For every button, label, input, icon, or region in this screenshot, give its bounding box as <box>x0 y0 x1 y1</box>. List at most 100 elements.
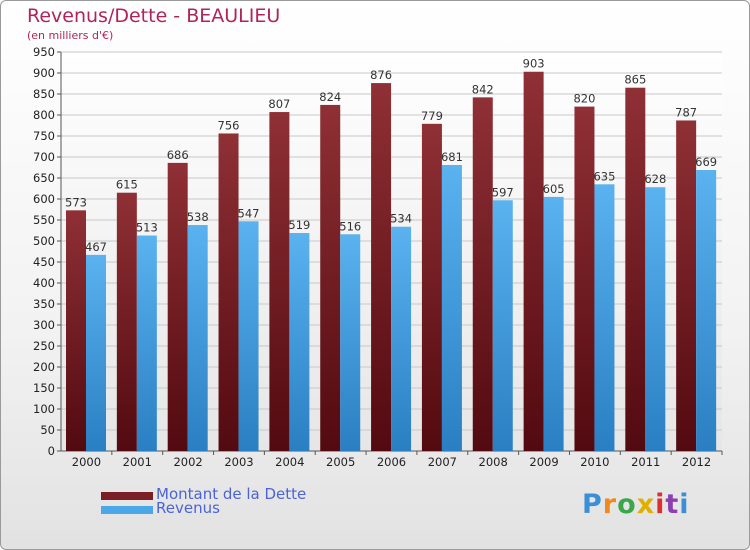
y-tick-label: 650 <box>33 171 55 185</box>
y-tick-label: 350 <box>33 297 55 311</box>
bar-dette <box>66 210 86 451</box>
y-tick-label: 0 <box>48 444 55 458</box>
value-label-dette: 865 <box>624 73 646 87</box>
x-tick-label: 2007 <box>428 455 457 469</box>
bar-dette <box>676 120 697 452</box>
logo-letter: P <box>582 489 603 520</box>
y-tick-label: 300 <box>33 318 55 332</box>
legend-label-dette: Montant de la Dette <box>156 485 307 503</box>
value-label-dette: 779 <box>421 109 443 123</box>
logo-letter: i <box>679 489 690 520</box>
y-tick-label: 250 <box>33 339 55 353</box>
y-tick-label: 100 <box>33 402 55 416</box>
value-label-revenus: 669 <box>695 155 717 169</box>
logo-letter: r <box>602 489 618 520</box>
x-tick-label: 2005 <box>326 455 355 469</box>
logo-letter: i <box>655 489 666 520</box>
value-label-revenus: 534 <box>390 212 412 226</box>
y-tick-label: 450 <box>33 255 55 269</box>
legend-label-revenus: Revenus <box>156 499 220 517</box>
value-label-dette: 842 <box>472 82 494 96</box>
x-tick-label: 2000 <box>72 455 101 469</box>
bar-dette <box>574 106 595 451</box>
x-tick-label: 2001 <box>123 455 152 469</box>
bar-revenus <box>391 226 412 451</box>
value-label-dette: 903 <box>523 57 545 71</box>
y-tick-label: 550 <box>33 213 55 227</box>
bar-revenus <box>492 200 513 451</box>
value-label-revenus: 635 <box>593 169 615 183</box>
x-tick-label: 2002 <box>173 455 202 469</box>
bar-revenus <box>86 254 106 451</box>
legend-swatch-dette <box>101 492 153 500</box>
value-label-dette: 807 <box>268 97 290 111</box>
y-tick-label: 500 <box>33 234 55 248</box>
y-tick-label: 800 <box>33 108 55 122</box>
value-label-revenus: 538 <box>187 210 209 224</box>
bar-dette <box>116 192 137 451</box>
value-label-revenus: 516 <box>339 219 361 233</box>
x-tick-label: 2006 <box>377 455 406 469</box>
bar-revenus <box>645 187 666 452</box>
value-label-dette: 820 <box>573 92 595 106</box>
x-tick-label: 2008 <box>479 455 508 469</box>
legend-swatch-revenus <box>101 506 153 514</box>
bar-revenus <box>594 184 615 452</box>
value-label-dette: 787 <box>675 105 697 119</box>
x-tick-label: 2004 <box>275 455 304 469</box>
bar-dette <box>167 162 188 451</box>
bar-revenus <box>543 196 564 451</box>
value-label-revenus: 605 <box>543 182 565 196</box>
value-label-dette: 615 <box>116 178 138 192</box>
bar-dette <box>371 83 392 451</box>
y-tick-label: 900 <box>33 66 55 80</box>
y-tick-label: 150 <box>33 381 55 395</box>
x-tick-label: 2012 <box>682 455 711 469</box>
value-label-revenus: 467 <box>85 240 107 254</box>
x-tick-label: 2003 <box>224 455 253 469</box>
y-tick-label: 700 <box>33 150 55 164</box>
logo-letter: t <box>665 489 680 520</box>
value-label-revenus: 519 <box>288 218 310 232</box>
value-label-dette: 824 <box>319 90 341 104</box>
bar-dette <box>269 112 290 451</box>
value-label-revenus: 681 <box>441 150 463 164</box>
bar-revenus <box>441 164 462 452</box>
x-tick-label: 2010 <box>580 455 609 469</box>
value-label-revenus: 628 <box>644 172 666 186</box>
x-tick-label: 2009 <box>529 455 558 469</box>
value-label-revenus: 547 <box>238 206 260 220</box>
value-label-dette: 573 <box>65 195 87 209</box>
bar-revenus <box>289 233 310 451</box>
value-label-revenus: 513 <box>136 221 158 235</box>
bar-revenus <box>340 234 361 451</box>
value-label-revenus: 597 <box>492 185 514 199</box>
y-tick-label: 950 <box>33 45 55 59</box>
bar-dette <box>523 71 544 452</box>
x-tick-label: 2011 <box>631 455 660 469</box>
y-tick-label: 50 <box>40 423 55 437</box>
proxiti-logo: Proxiti <box>582 489 690 520</box>
bar-revenus <box>238 221 259 451</box>
y-tick-label: 200 <box>33 360 55 374</box>
bar-revenus <box>136 235 157 451</box>
bar-dette <box>218 133 239 452</box>
bar-dette <box>625 87 646 451</box>
chart-title: Revenus/Dette - BEAULIEU <box>27 5 281 27</box>
y-tick-label: 400 <box>33 276 55 290</box>
chart-subtitle: (en milliers d'€) <box>27 29 114 42</box>
bar-revenus <box>696 170 717 451</box>
y-tick-label: 750 <box>33 129 55 143</box>
bar-dette <box>472 97 493 452</box>
bar-dette <box>320 104 341 452</box>
bar-revenus <box>187 225 208 451</box>
value-label-dette: 756 <box>218 118 240 132</box>
logo-letter: x <box>636 489 656 520</box>
value-label-dette: 876 <box>370 68 392 82</box>
logo-letter: o <box>617 489 637 520</box>
value-label-dette: 686 <box>167 148 189 162</box>
y-tick-label: 600 <box>33 192 55 206</box>
bar-dette <box>421 123 442 451</box>
